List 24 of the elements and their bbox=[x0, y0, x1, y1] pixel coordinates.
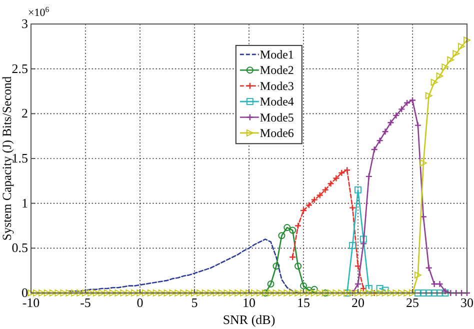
legend-label: Mode2 bbox=[260, 63, 294, 78]
x-tick-label: -5 bbox=[80, 295, 91, 310]
y-tick-label: 2.5 bbox=[12, 60, 28, 76]
y-tick-label: 1 bbox=[22, 195, 28, 210]
legend-label: Mode4 bbox=[260, 94, 294, 109]
text: ×10$^{6}$ bbox=[28, 4, 50, 19]
legend-label: Mode5 bbox=[260, 110, 294, 124]
legend-label: Mode6 bbox=[260, 126, 294, 140]
y-axis-title: System Capacity (J) Bits/Second bbox=[0, 76, 14, 241]
x-tick-label: 10 bbox=[242, 295, 256, 310]
x-axis-title: SNR (dB) bbox=[222, 312, 276, 327]
y-tick-label: 0.5 bbox=[12, 240, 28, 256]
x-tick-label: 15 bbox=[297, 295, 310, 310]
y-tick-label: 0 bbox=[22, 285, 28, 300]
x-tick-label: 30 bbox=[460, 295, 474, 310]
x-tick-label: 25 bbox=[406, 295, 419, 310]
legend-label: Mode1 bbox=[260, 47, 294, 62]
x-tick-label: 20 bbox=[352, 295, 364, 310]
y-tick-label: 1.5 bbox=[12, 150, 28, 166]
x-tick-label: 0 bbox=[136, 295, 144, 310]
x-tick-label: 5 bbox=[191, 295, 198, 310]
legend-label: Mode3 bbox=[260, 78, 294, 93]
y-tick-label: 2 bbox=[22, 106, 28, 121]
y-tick-label: 3 bbox=[22, 16, 28, 31]
